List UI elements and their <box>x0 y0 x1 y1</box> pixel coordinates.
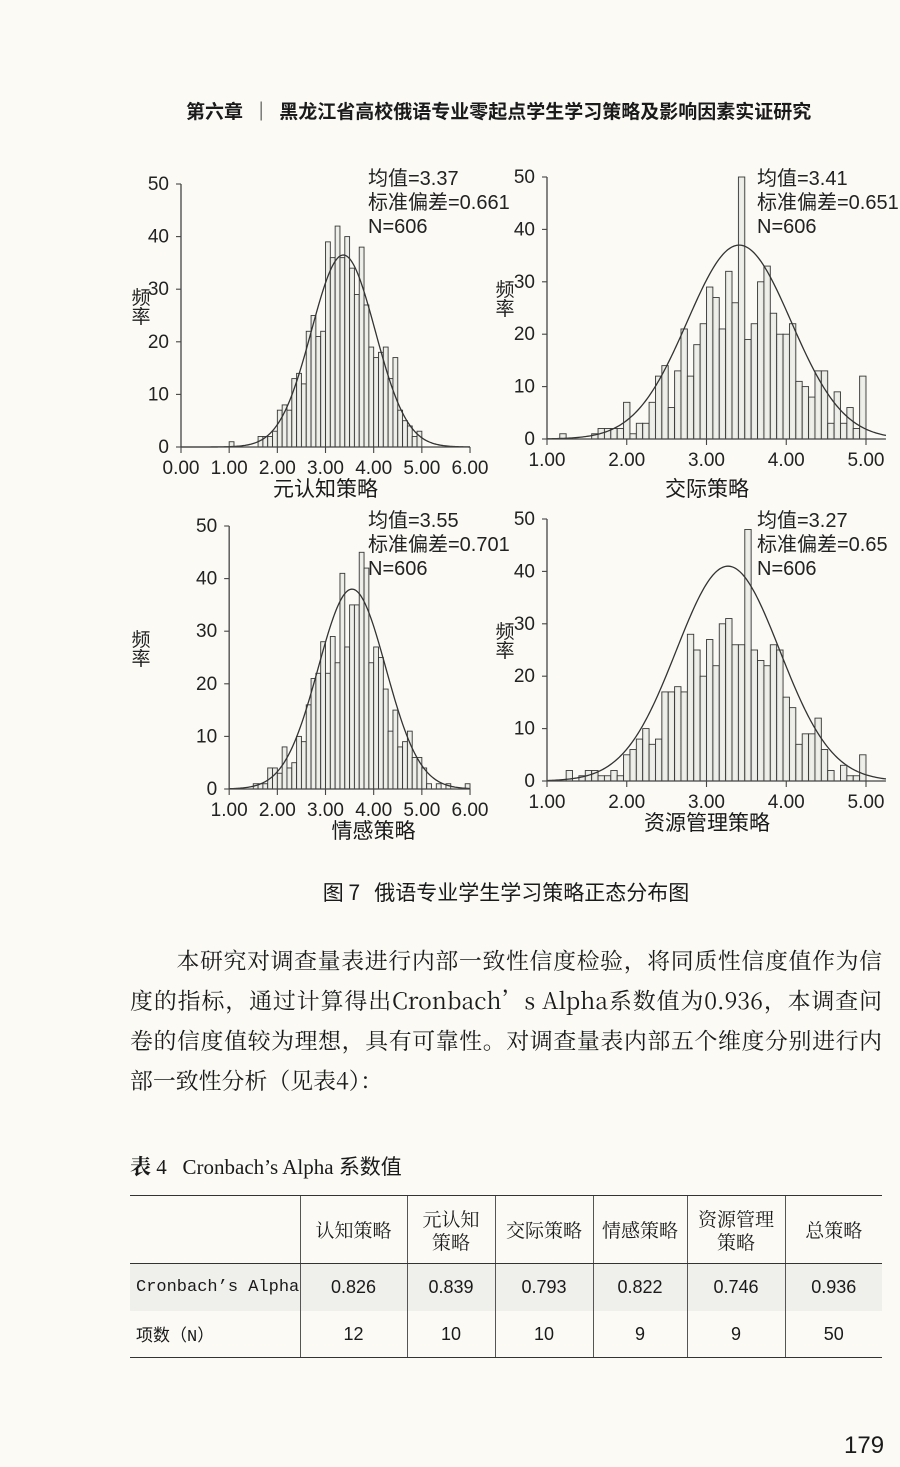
svg-text:20: 20 <box>148 332 169 353</box>
svg-text:均值=3.55: 均值=3.55 <box>368 509 459 532</box>
svg-text:率: 率 <box>495 298 514 320</box>
svg-text:标准偏差=0.651: 标准偏差=0.651 <box>757 191 899 214</box>
svg-text:2.00: 2.00 <box>608 450 645 471</box>
svg-text:3.00: 3.00 <box>307 800 344 821</box>
svg-text:频: 频 <box>131 287 150 309</box>
svg-text:0: 0 <box>207 779 218 800</box>
svg-text:5.00: 5.00 <box>848 792 885 813</box>
svg-text:4.00: 4.00 <box>355 458 392 479</box>
svg-text:2.00: 2.00 <box>259 458 296 479</box>
svg-text:10: 10 <box>514 377 535 398</box>
svg-text:2.00: 2.00 <box>259 800 296 821</box>
svg-text:50: 50 <box>148 174 169 195</box>
svg-text:标准偏差=0.661: 标准偏差=0.661 <box>368 191 510 214</box>
svg-text:20: 20 <box>196 674 217 695</box>
svg-text:0.00: 0.00 <box>163 458 200 479</box>
svg-text:率: 率 <box>131 648 150 670</box>
svg-text:0: 0 <box>524 429 535 450</box>
svg-text:交际策略: 交际策略 <box>665 478 749 501</box>
svg-text:0: 0 <box>158 437 169 458</box>
svg-text:1.00: 1.00 <box>529 450 566 471</box>
svg-text:均值=3.37: 均值=3.37 <box>368 167 459 190</box>
svg-text:40: 40 <box>148 227 169 248</box>
svg-text:50: 50 <box>514 509 535 530</box>
svg-text:40: 40 <box>514 561 535 582</box>
svg-text:资源管理策略: 资源管理策略 <box>644 812 770 835</box>
svg-text:标准偏差=0.65: 标准偏差=0.65 <box>757 533 888 556</box>
svg-text:40: 40 <box>514 219 535 240</box>
svg-text:1.00: 1.00 <box>211 800 248 821</box>
svg-text:N=606: N=606 <box>757 216 817 238</box>
svg-text:N=606: N=606 <box>368 558 428 580</box>
svg-text:情感策略: 情感策略 <box>332 820 416 843</box>
svg-text:频: 频 <box>495 279 514 301</box>
svg-text:6.00: 6.00 <box>452 458 489 479</box>
svg-text:30: 30 <box>514 614 535 635</box>
svg-text:频: 频 <box>131 629 150 651</box>
svg-text:50: 50 <box>196 516 217 537</box>
svg-text:6.00: 6.00 <box>452 800 489 821</box>
svg-text:0: 0 <box>524 771 535 792</box>
svg-text:3.00: 3.00 <box>688 792 725 813</box>
svg-text:率: 率 <box>495 640 514 662</box>
svg-text:50: 50 <box>514 167 535 188</box>
svg-text:30: 30 <box>196 621 217 642</box>
svg-text:均值=3.27: 均值=3.27 <box>757 509 848 532</box>
svg-text:30: 30 <box>514 272 535 293</box>
svg-text:元认知策略: 元认知策略 <box>273 478 378 501</box>
svg-text:率: 率 <box>131 306 150 328</box>
svg-text:4.00: 4.00 <box>355 800 392 821</box>
svg-text:30: 30 <box>148 279 169 300</box>
svg-text:10: 10 <box>514 719 535 740</box>
svg-text:1.00: 1.00 <box>211 458 248 479</box>
svg-text:3.00: 3.00 <box>688 450 725 471</box>
svg-text:N=606: N=606 <box>368 216 428 238</box>
svg-text:频: 频 <box>495 621 514 643</box>
svg-text:N=606: N=606 <box>757 558 817 580</box>
svg-text:3.00: 3.00 <box>307 458 344 479</box>
svg-text:10: 10 <box>196 726 217 747</box>
svg-text:标准偏差=0.701: 标准偏差=0.701 <box>368 533 510 556</box>
svg-text:5.00: 5.00 <box>848 450 885 471</box>
svg-text:均值=3.41: 均值=3.41 <box>757 167 848 190</box>
svg-text:10: 10 <box>148 384 169 405</box>
svg-text:4.00: 4.00 <box>768 450 805 471</box>
svg-text:2.00: 2.00 <box>608 792 645 813</box>
svg-text:1.00: 1.00 <box>529 792 566 813</box>
svg-text:40: 40 <box>196 569 217 590</box>
svg-text:20: 20 <box>514 324 535 345</box>
svg-text:20: 20 <box>514 666 535 687</box>
svg-text:5.00: 5.00 <box>403 800 440 821</box>
svg-text:5.00: 5.00 <box>403 458 440 479</box>
svg-text:4.00: 4.00 <box>768 792 805 813</box>
